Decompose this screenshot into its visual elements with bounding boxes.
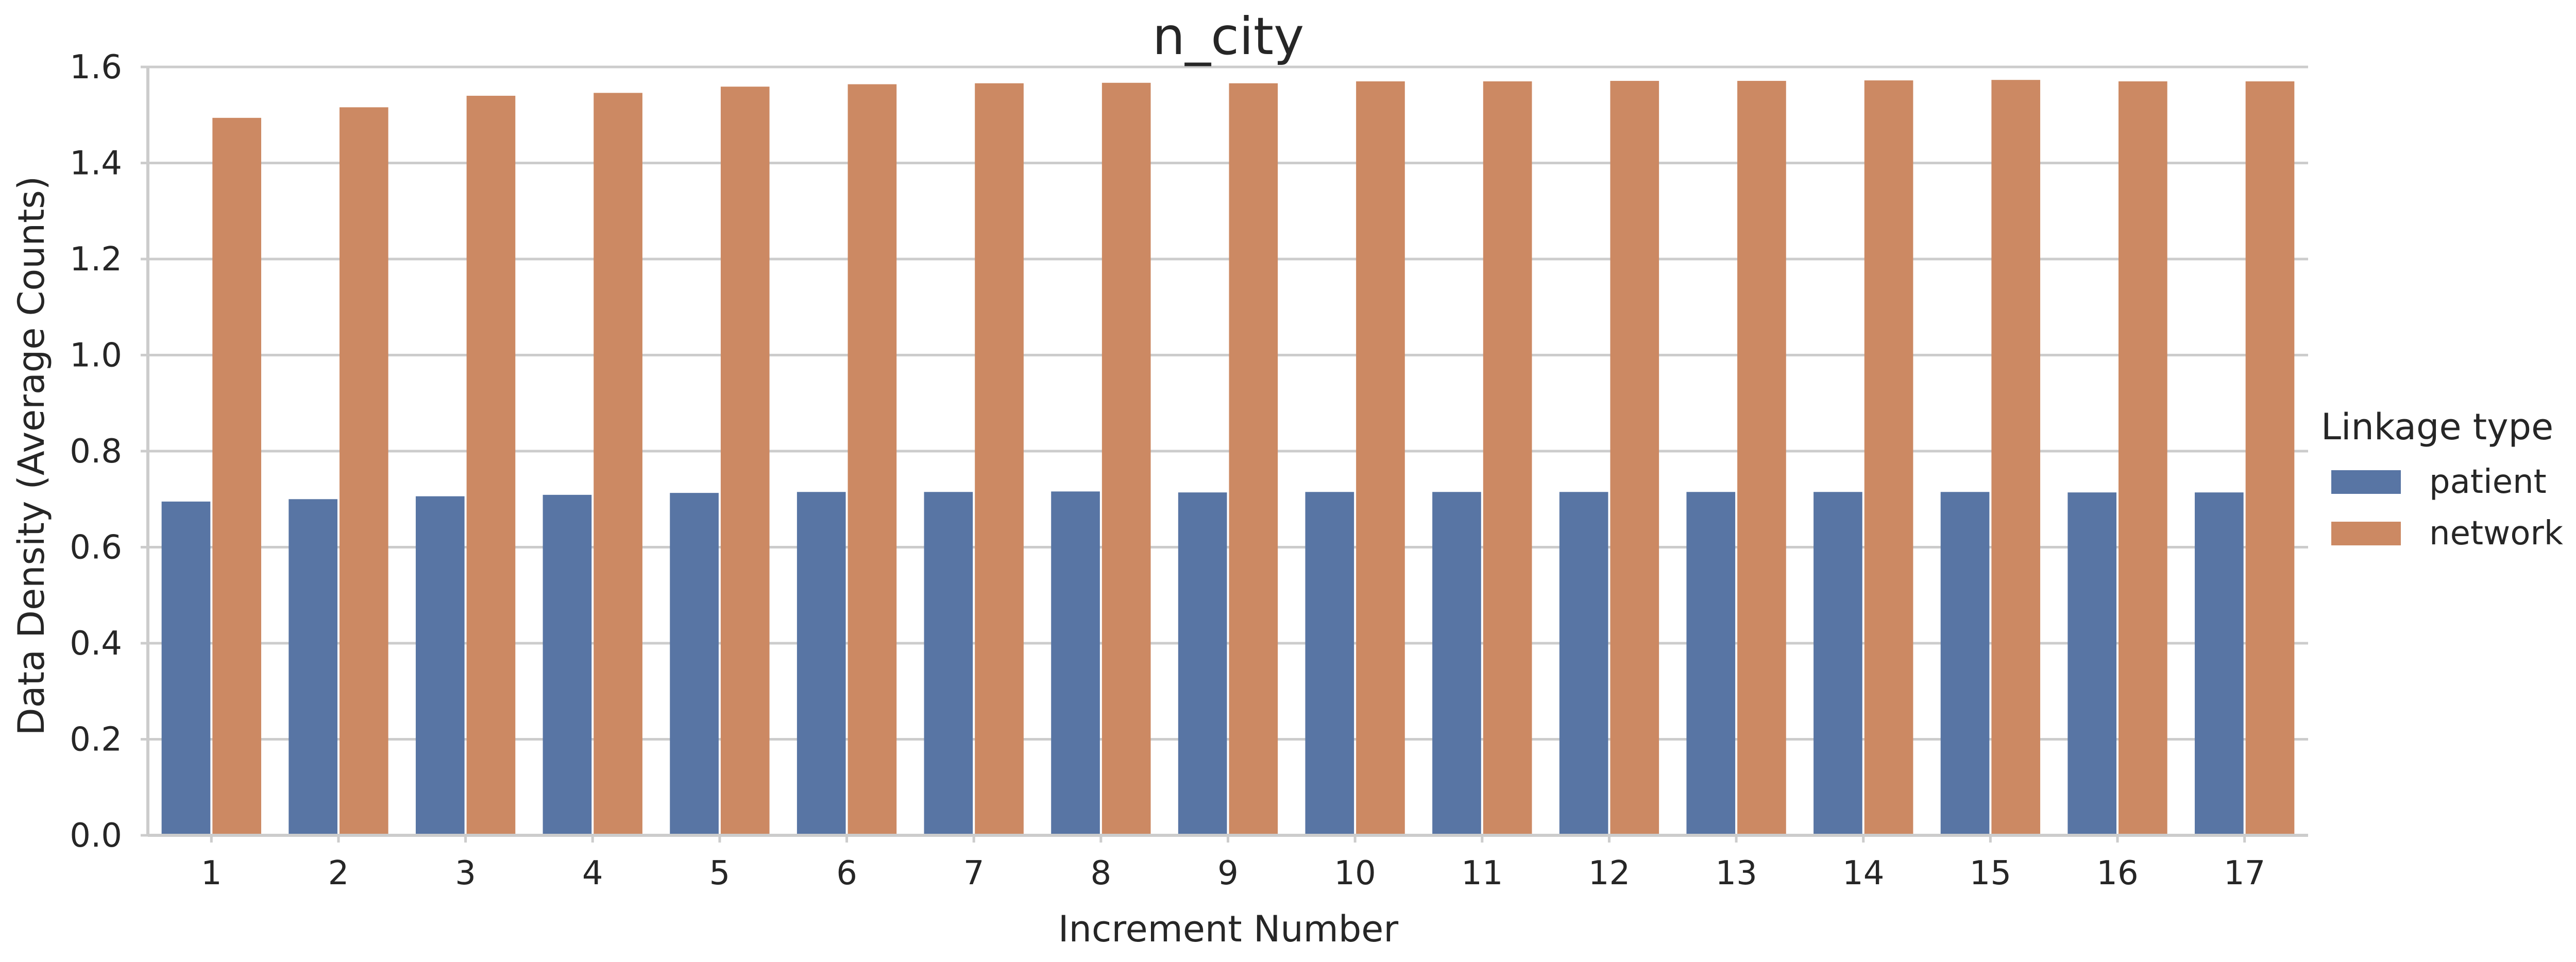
bar-network-8: [1101, 82, 1151, 836]
y-tick-label: 1.4: [70, 145, 122, 183]
y-tick-label: 0.0: [70, 817, 122, 855]
bar-patient-16: [2067, 492, 2117, 835]
bar-network-17: [2245, 81, 2295, 836]
x-axis-label: Increment Number: [1058, 908, 1399, 950]
bar-network-3: [466, 95, 516, 836]
y-tick-label: 0.6: [70, 529, 122, 567]
x-tick-label: 15: [1970, 854, 2011, 892]
bar-network-14: [1864, 80, 1913, 836]
bar-network-10: [1356, 81, 1405, 836]
bar-patient-9: [1178, 492, 1227, 835]
bar-network-7: [975, 83, 1024, 836]
x-tick-label: 3: [455, 854, 476, 892]
y-tick-label: 1.2: [70, 240, 122, 279]
bar-network-1: [212, 117, 261, 836]
x-tick-label: 14: [1842, 854, 1884, 892]
bar-network-6: [848, 84, 897, 835]
legend-title: Linkage type: [2321, 406, 2553, 448]
bar-patient-12: [1559, 492, 1608, 835]
y-tick-label: 1.0: [70, 337, 122, 375]
x-tick-label: 1: [201, 854, 222, 892]
x-tick-label: 5: [709, 854, 731, 892]
bar-network-4: [594, 93, 642, 836]
x-tick-label: 17: [2224, 854, 2265, 892]
y-tick-label: 0.4: [70, 625, 122, 663]
bar-patient-10: [1305, 492, 1354, 835]
bar-patient-7: [924, 492, 973, 835]
legend-label-network: network: [2429, 514, 2563, 553]
x-tick-label: 8: [1090, 854, 1111, 892]
bar-network-13: [1737, 81, 1786, 836]
x-tick-label: 16: [2096, 854, 2138, 892]
bar-network-11: [1483, 81, 1532, 836]
x-tick-label: 12: [1588, 854, 1630, 892]
axes: 0.00.20.40.60.81.01.21.41.61 2 3 4 5 6 7 8 9 10 11…: [70, 48, 2308, 892]
bar-patient-3: [415, 496, 465, 835]
bar-patient-8: [1051, 491, 1100, 835]
bar-network-9: [1229, 83, 1278, 836]
bar-patient-4: [543, 494, 592, 835]
x-tick-label: 11: [1461, 854, 1503, 892]
bar-patient-14: [1814, 492, 1862, 835]
bar-network-15: [1991, 80, 2041, 836]
bar-network-16: [2119, 81, 2167, 836]
y-tick-label: 0.2: [70, 721, 122, 759]
x-tick-label: 13: [1715, 854, 1757, 892]
x-tick-label: 4: [582, 854, 603, 892]
bar-network-12: [1610, 81, 1659, 836]
x-tick-label: 6: [836, 854, 857, 892]
x-tick-label: 2: [328, 854, 349, 892]
bar-patient-1: [161, 501, 211, 835]
x-tick-label: 9: [1217, 854, 1239, 892]
bar-patient-13: [1686, 492, 1736, 835]
bar-patient-2: [289, 499, 337, 835]
y-axis-label: Data Density (Average Counts): [10, 176, 53, 735]
bar-patient-5: [670, 493, 719, 835]
bar-patient-15: [1940, 492, 1990, 835]
bar-patient-6: [796, 492, 846, 835]
y-tick-label: 1.6: [70, 48, 122, 87]
legend: Linkage type patient network: [2321, 406, 2563, 553]
bar-patient-11: [1432, 492, 1481, 835]
bars: [161, 80, 2295, 836]
legend-label-patient: patient: [2429, 463, 2547, 501]
x-tick-label: 7: [963, 854, 985, 892]
x-tick-label: 10: [1334, 854, 1376, 892]
legend-swatch-network: [2331, 522, 2401, 545]
legend-swatch-patient: [2331, 470, 2401, 494]
chart-title: n_city: [1153, 6, 1304, 66]
bar-network-5: [720, 87, 770, 835]
bar-patient-17: [2195, 492, 2244, 835]
y-tick-label: 0.8: [70, 433, 122, 471]
bar-network-2: [339, 107, 388, 836]
